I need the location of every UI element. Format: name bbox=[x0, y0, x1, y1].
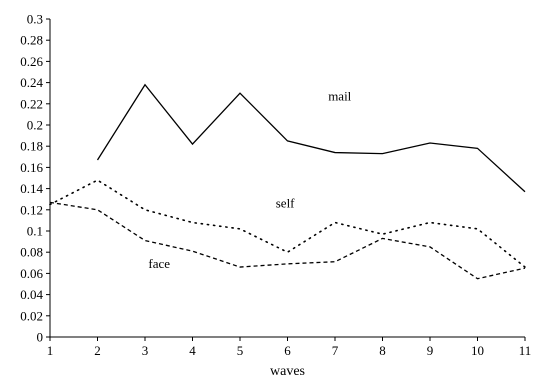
y-tick-label: 0.2 bbox=[27, 118, 43, 133]
series-label-self: self bbox=[276, 196, 295, 211]
x-tick-label: 3 bbox=[142, 343, 149, 358]
series-layer bbox=[49, 83, 526, 280]
y-ticks: 0 0.02 0.04 0.06 0.08 0.1 0.12 0.14 0.16 0.18 0.2 0… bbox=[20, 12, 50, 345]
series-label-face: face bbox=[148, 256, 170, 271]
y-tick-label: 0.02 bbox=[20, 308, 43, 323]
y-tick-label: 0.22 bbox=[20, 96, 43, 111]
series-labels: mail self face bbox=[148, 89, 351, 271]
y-tick-label: 0.28 bbox=[20, 33, 43, 48]
axes bbox=[49, 19, 525, 338]
y-tick-label: 0.12 bbox=[20, 202, 43, 217]
x-tick-label: 7 bbox=[332, 343, 339, 358]
x-tick-label: 2 bbox=[94, 343, 101, 358]
series-line-self bbox=[49, 179, 526, 268]
y-tick-label: 0.06 bbox=[20, 266, 43, 281]
y-tick-label: 0.1 bbox=[27, 224, 43, 239]
x-ticks: 1 2 3 4 5 6 7 8 9 10 11 bbox=[47, 337, 532, 358]
x-tick-label: 8 bbox=[379, 343, 386, 358]
y-tick-label: 0.14 bbox=[20, 181, 43, 196]
x-axis-title: waves bbox=[270, 364, 305, 379]
series-line-face bbox=[49, 201, 526, 280]
series-label-mail: mail bbox=[328, 89, 351, 104]
y-tick-label: 0.26 bbox=[20, 54, 43, 69]
series-line-mail bbox=[96, 83, 526, 193]
y-tick-label: 0.24 bbox=[20, 75, 43, 90]
y-tick-label: 0.04 bbox=[20, 287, 43, 302]
x-tick-label: 6 bbox=[284, 343, 291, 358]
x-tick-label: 10 bbox=[471, 343, 484, 358]
x-tick-label: 11 bbox=[519, 343, 532, 358]
x-tick-label: 9 bbox=[427, 343, 434, 358]
x-tick-label: 5 bbox=[237, 343, 244, 358]
y-tick-label: 0.3 bbox=[27, 12, 43, 27]
y-tick-label: 0.18 bbox=[20, 139, 43, 154]
y-tick-label: 0.16 bbox=[20, 160, 43, 175]
x-tick-label: 1 bbox=[47, 343, 54, 358]
y-tick-label: 0.08 bbox=[20, 245, 43, 260]
y-tick-label: 0 bbox=[37, 330, 44, 345]
x-tick-label: 4 bbox=[189, 343, 196, 358]
